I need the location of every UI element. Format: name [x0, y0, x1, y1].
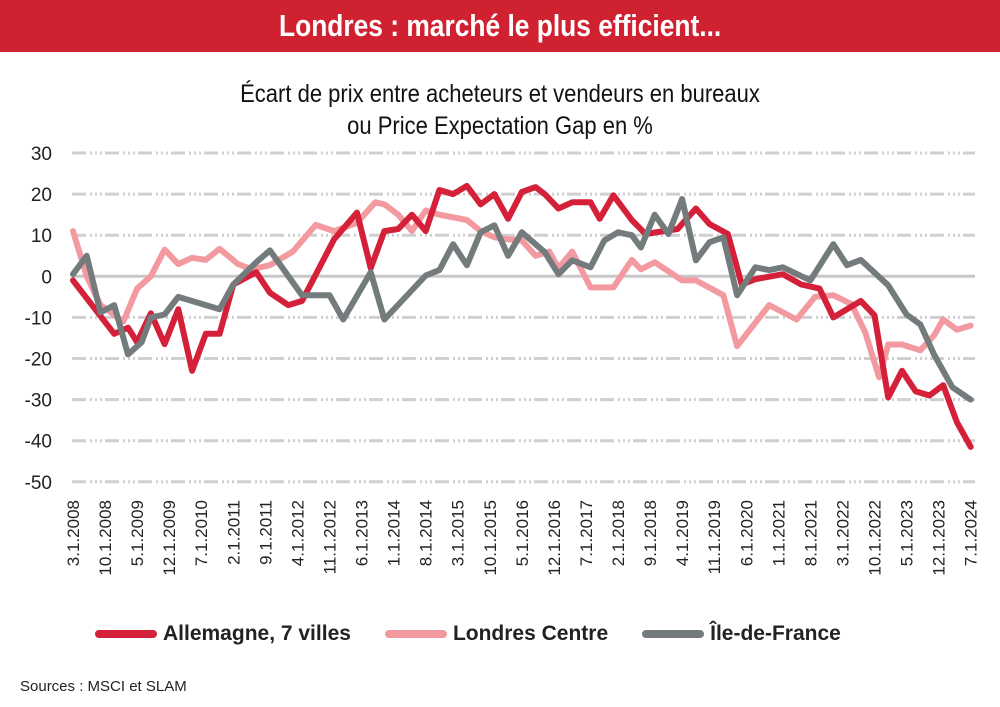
x-tick-label: 10.1.2015	[481, 500, 500, 576]
x-tick-label: 2.1.2011	[224, 500, 243, 565]
chart-title-line2: ou Price Expectation Gap en %	[347, 112, 653, 140]
x-tick-label: 6.1.2020	[737, 500, 756, 566]
x-tick-label: 7.1.2024	[962, 500, 981, 566]
legend-item-allemagne: Allemagne, 7 villes	[95, 622, 351, 646]
legend-label: Île-de-France	[710, 622, 841, 645]
x-tick-label: 12.1.2016	[545, 500, 564, 576]
x-tick-label: 3.1.2008	[64, 500, 83, 566]
x-tick-label: 12.1.2023	[930, 500, 949, 576]
x-tick-label: 4.1.2012	[288, 500, 307, 566]
legend-item-londres: Londres Centre	[384, 622, 609, 646]
legend-item-idf: Île-de-France	[642, 622, 841, 646]
x-tick-label: 3.1.2022	[833, 500, 852, 566]
series-line-allemagne	[70, 182, 974, 450]
legend-swatch	[95, 630, 157, 638]
x-tick-label: 5.1.2009	[128, 500, 147, 566]
x-tick-label: 10.1.2008	[96, 500, 115, 576]
legend-label: Londres Centre	[452, 622, 609, 645]
x-tick-label: 3.1.2015	[449, 500, 468, 566]
x-tick-label: 8.1.2014	[417, 500, 436, 566]
y-tick-label: -20	[25, 350, 52, 371]
x-tick-label: 10.1.2022	[866, 500, 885, 576]
x-tick-label: 9.1.2018	[641, 500, 660, 566]
chart-title-line1: Écart de prix entre acheteurs et vendeur…	[240, 80, 760, 108]
y-tick-label: 10	[31, 226, 52, 247]
header-banner: Londres : marché le plus efficient...	[0, 0, 1000, 52]
x-tick-label: 1.1.2014	[385, 500, 404, 566]
y-tick-label: 0	[41, 267, 52, 288]
x-tick-label: 11.1.2012	[320, 500, 339, 574]
x-tick-label: 11.1.2019	[705, 500, 724, 574]
x-tick-label: 4.1.2019	[673, 500, 692, 566]
sources-note: Sources : MSCI et SLAM	[20, 678, 187, 695]
x-tick-label: 2.1.2018	[609, 500, 628, 566]
x-tick-label: 5.1.2016	[513, 500, 532, 566]
x-tick-label: 12.1.2009	[160, 500, 179, 576]
legend: Allemagne, 7 villes Londres Centre Île-d…	[95, 622, 875, 646]
x-tick-label: 6.1.2013	[353, 500, 372, 566]
x-tick-label: 8.1.2021	[801, 500, 820, 566]
x-tick-label: 7.1.2010	[192, 500, 211, 566]
y-tick-label: -30	[25, 391, 52, 412]
y-tick-label: 20	[31, 185, 52, 206]
y-tick-label: 30	[31, 144, 52, 165]
legend-label: Allemagne, 7 villes	[163, 622, 351, 645]
x-tick-label: 5.1.2023	[898, 500, 917, 566]
series-line-idf	[70, 196, 974, 403]
y-tick-label: -50	[25, 473, 52, 494]
y-tick-label: -40	[25, 432, 52, 453]
x-tick-label: 9.1.2011	[256, 500, 275, 565]
header-title: Londres : marché le plus efficient...	[278, 8, 722, 43]
x-tick-label: 7.1.2017	[577, 500, 596, 566]
legend-swatch	[642, 630, 705, 638]
y-tick-label: -10	[25, 308, 52, 329]
legend-swatch	[384, 630, 447, 638]
x-tick-label: 1.1.2021	[769, 500, 788, 566]
series-line-londres	[70, 199, 974, 381]
